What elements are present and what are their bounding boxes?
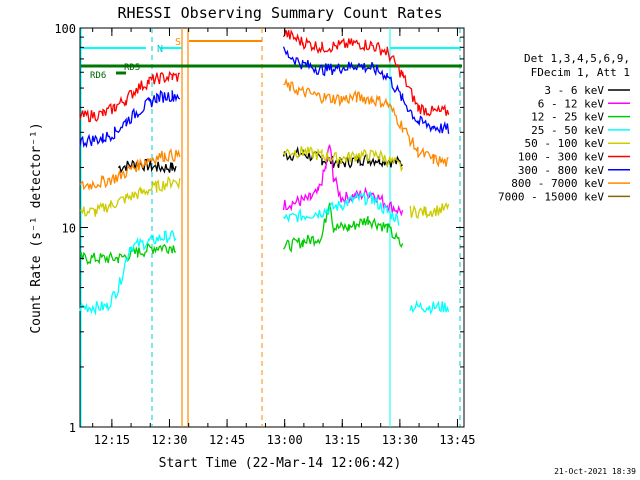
x-axis-label: Start Time (22-Mar-14 12:06:42)	[159, 456, 402, 471]
plot-frame	[79, 27, 465, 428]
legend-label: 6 - 12 keV	[538, 97, 605, 110]
legend-label: 800 - 7000 keV	[511, 177, 604, 190]
legend-label: 100 - 300 keV	[518, 151, 604, 164]
series-line-3-seg-2	[409, 299, 450, 316]
series-line-1-seg-0	[282, 144, 404, 217]
series-line-6-seg-1	[282, 46, 450, 134]
marker-label-rd5: RD5	[124, 63, 140, 73]
y-tick-label: 1	[69, 421, 76, 435]
series-line-5-seg-1	[282, 29, 450, 117]
series-line-7-seg-1	[283, 77, 449, 168]
series-line-3-seg-1	[283, 191, 400, 226]
legend-header-1: Det 1,3,4,5,6,9,	[524, 52, 630, 65]
y-axis: 1 10 100	[54, 22, 464, 435]
y-axis-label: Count Rate (s⁻¹ detector⁻¹)	[29, 122, 44, 333]
legend-label: 300 - 800 keV	[518, 164, 604, 177]
legend-label: 50 - 100 keV	[525, 137, 605, 150]
marker-label-rd6: RD6	[90, 71, 106, 81]
series-line-2-seg-0	[79, 242, 177, 265]
legend: Det 1,3,4,5,6,9, FDecim 1, Att 1 3 - 6 k…	[498, 52, 630, 203]
x-tick-label: 13:15	[324, 433, 360, 447]
series-layer	[79, 29, 450, 316]
legend-label: 7000 - 15000 keV	[498, 190, 604, 203]
y-tick-label: 100	[54, 22, 76, 36]
x-axis: 12:15 12:30 12:45 13:00 13:15 13:30 13:45	[92, 28, 476, 447]
y-tick-label: 10	[62, 222, 76, 236]
series-line-6-seg-0	[79, 89, 181, 149]
marker-label-n: N	[157, 44, 163, 55]
legend-header-2: FDecim 1, Att 1	[531, 66, 630, 79]
series-line-4-seg-1	[282, 146, 404, 173]
legend-label: 12 - 25 keV	[531, 111, 604, 124]
legend-label: 25 - 50 keV	[531, 124, 604, 137]
series-line-0-seg-0	[117, 159, 177, 174]
x-tick-label: 13:45	[439, 433, 475, 447]
footer-date: 21-Oct-2021 18:39	[554, 467, 636, 476]
x-tick-label: 12:30	[151, 433, 187, 447]
series-line-7-seg-0	[79, 147, 181, 192]
chart-title: RHESSI Observing Summary Count Rates	[117, 4, 442, 22]
x-tick-label: 12:45	[209, 433, 245, 447]
series-line-2-seg-1	[282, 202, 404, 253]
x-tick-label: 13:00	[267, 433, 303, 447]
series-line-4-seg-0	[79, 175, 181, 217]
series-line-5-seg-0	[79, 70, 180, 123]
x-tick-label: 12:15	[94, 433, 130, 447]
series-line-3-seg-0	[79, 229, 177, 316]
time-markers	[80, 28, 461, 427]
x-tick-label: 13:30	[382, 433, 418, 447]
marker-label-s: S	[175, 37, 181, 48]
series-line-4-seg-2	[409, 202, 450, 220]
legend-label: 3 - 6 keV	[544, 84, 604, 97]
series-line-0-seg-1	[282, 146, 403, 169]
